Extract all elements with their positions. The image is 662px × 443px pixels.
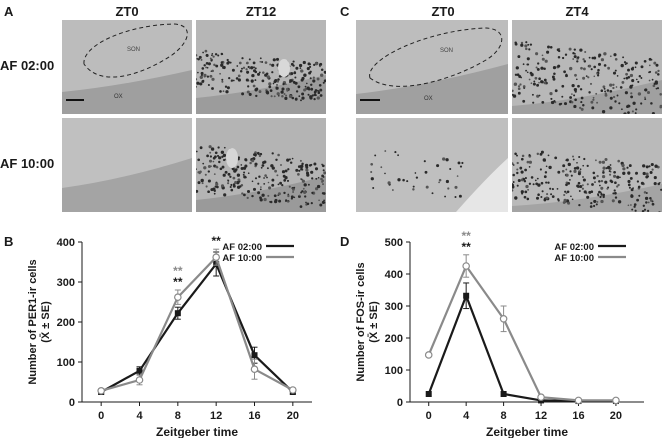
y-tick-label: 300 <box>57 277 75 289</box>
col-header-c-2: ZT4 <box>512 4 642 19</box>
y-axis-sublabel: (X̄ ± SE) <box>368 301 380 343</box>
data-point-circle <box>500 316 506 322</box>
data-point-square <box>175 310 181 316</box>
col-header-c-1: ZT0 <box>378 4 508 19</box>
x-tick-label: 12 <box>535 410 547 422</box>
series-line-0 <box>429 296 616 401</box>
son-annotation-a: SON <box>127 47 140 53</box>
data-point-circle <box>575 397 581 403</box>
ox-annotation-a: OX <box>114 94 123 100</box>
significance-marker-black: ** <box>461 240 471 254</box>
col-header-a-2: ZT12 <box>196 4 326 19</box>
data-point-circle <box>426 352 432 358</box>
micrograph-c-zt0-af0200: SON OX <box>356 20 508 114</box>
significance-marker-black: ** <box>211 234 221 248</box>
y-tick-label: 300 <box>385 301 403 313</box>
data-point-square <box>501 391 507 397</box>
y-axis-label: Number of PER1-ir cells <box>27 259 39 384</box>
data-point-circle <box>136 377 142 383</box>
x-tick-label: 0 <box>98 410 104 422</box>
y-tick-label: 0 <box>69 397 75 409</box>
series-line-1 <box>429 266 616 400</box>
x-tick-label: 20 <box>287 410 299 422</box>
data-point-square <box>252 352 258 358</box>
x-tick-label: 20 <box>610 410 622 422</box>
micrograph-a-zt0-af0200: SON OX <box>62 20 192 114</box>
y-axis-sublabel: (X̄ ± SE) <box>40 301 52 343</box>
data-point-circle <box>251 366 257 372</box>
micrograph-a-zt12-af1000 <box>196 118 326 212</box>
data-point-circle <box>98 388 104 394</box>
significance-marker-black: ** <box>173 275 183 289</box>
legend-label-0: AF 02:00 <box>554 242 594 253</box>
row-label-af0200: AF 02:00 <box>0 58 54 73</box>
panel-letter-c: C <box>340 4 349 19</box>
x-tick-label: 0 <box>426 410 432 422</box>
chart-d: 0 100 200 300 400 500 0 4 8 12 16 20 Zeitgeber time N… <box>332 230 662 438</box>
data-point-square <box>426 391 432 397</box>
chart-d-svg: 0 100 200 300 400 500 0 4 8 12 16 20 Zeitgeber time N… <box>332 230 662 438</box>
x-axis-label: Zeitgeber time <box>156 425 238 438</box>
x-tick-label: 16 <box>248 410 260 422</box>
data-point-circle <box>290 387 296 393</box>
y-tick-label: 0 <box>397 397 403 409</box>
micrograph-c-zt4-af0200 <box>512 20 662 114</box>
ox-annotation-c: OX <box>424 96 433 102</box>
x-axis-label: Zeitgeber time <box>486 425 568 438</box>
micrograph-c-zt0-af1000 <box>356 118 508 212</box>
y-tick-label: 500 <box>385 237 403 249</box>
micrograph-a-zt0-af1000 <box>62 118 192 212</box>
y-tick-label: 200 <box>57 317 75 329</box>
series-line-0 <box>101 264 293 392</box>
data-point-square <box>463 293 469 299</box>
x-tick-label: 4 <box>463 410 470 422</box>
col-header-a-1: ZT0 <box>62 4 192 19</box>
micrograph-a-zt12-af0200 <box>196 20 326 114</box>
y-tick-label: 100 <box>57 357 75 369</box>
x-tick-label: 16 <box>572 410 584 422</box>
x-tick-label: 8 <box>501 410 507 422</box>
data-point-circle <box>175 294 181 300</box>
chart-b: 0 100 200 300 400 0 4 8 12 16 20 Zeitgeber time Numb… <box>0 230 330 438</box>
data-point-circle <box>463 263 469 269</box>
legend-label-0: AF 02:00 <box>222 242 262 253</box>
series-line-1 <box>101 257 293 391</box>
y-tick-label: 200 <box>385 333 403 345</box>
x-tick-label: 8 <box>175 410 181 422</box>
chart-b-svg: 0 100 200 300 400 0 4 8 12 16 20 Zeitgeber time Numb… <box>0 230 330 438</box>
data-point-circle <box>538 394 544 400</box>
x-tick-label: 4 <box>136 410 143 422</box>
x-tick-label: 12 <box>210 410 222 422</box>
legend-label-1: AF 10:00 <box>554 253 594 264</box>
y-axis-label: Number of FOS-ir cells <box>355 262 367 381</box>
data-point-circle <box>613 397 619 403</box>
row-label-af1000: AF 10:00 <box>0 156 54 171</box>
son-annotation-c: SON <box>440 48 453 54</box>
micrograph-c-zt4-af1000 <box>512 118 662 212</box>
y-tick-label: 100 <box>385 365 403 377</box>
y-tick-label: 400 <box>57 237 75 249</box>
data-point-circle <box>213 254 219 260</box>
legend-label-1: AF 10:00 <box>222 253 262 264</box>
y-tick-label: 400 <box>385 269 403 281</box>
panel-letter-a: A <box>4 4 13 19</box>
